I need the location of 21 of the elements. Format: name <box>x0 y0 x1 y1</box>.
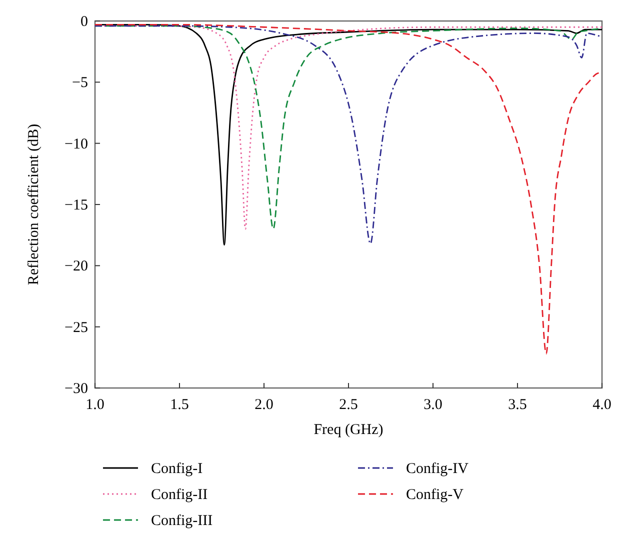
x-axis-title: Freq (GHz) <box>314 422 384 438</box>
legend-label: Config-III <box>151 513 213 529</box>
legend-label: Config-IV <box>406 461 469 477</box>
x-tick-label: 3.0 <box>424 397 442 413</box>
y-tick-label: −10 <box>64 136 88 152</box>
y-tick-label: −25 <box>64 320 88 336</box>
y-tick-label: −30 <box>64 381 88 397</box>
y-tick-label: −5 <box>72 75 88 92</box>
x-tick-label: 2.0 <box>254 397 274 413</box>
y-tick-label: 0 <box>80 14 88 30</box>
x-tick-label: 2.5 <box>339 397 358 413</box>
x-tick-label: 1.0 <box>86 397 104 413</box>
x-tick-label: 4.0 <box>592 397 612 413</box>
x-tick-label: 3.5 <box>508 397 527 413</box>
legend-label: Config-I <box>151 461 203 477</box>
y-tick-label: −15 <box>64 198 88 214</box>
legend-label: Config-V <box>406 487 464 503</box>
y-tick-label: −20 <box>64 258 88 275</box>
y-axis-title: Reflection coefficient (dB) <box>26 124 42 286</box>
x-tick-label: 1.5 <box>170 397 189 413</box>
legend-label: Config-II <box>151 487 208 503</box>
